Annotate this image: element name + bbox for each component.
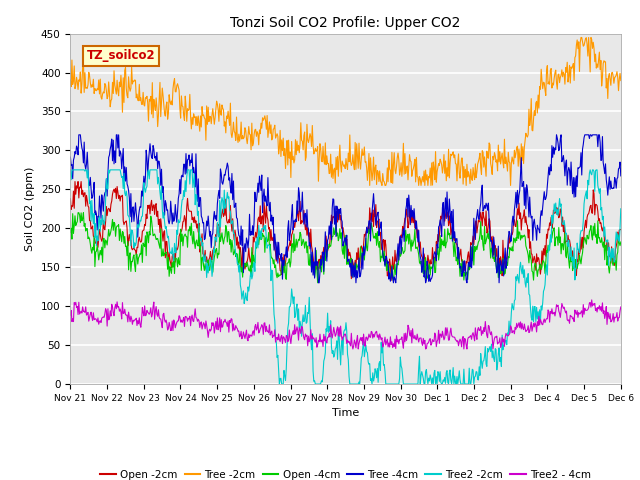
Tree -2cm — [67, 77, 74, 83]
Tree -2cm — [218, 102, 226, 108]
Tree2 -2cm — [77, 167, 84, 173]
Tree -2cm — [133, 91, 141, 97]
Tree2 - 4cm — [588, 297, 596, 303]
Tree -2cm — [77, 69, 84, 75]
Tree2 -2cm — [189, 185, 196, 191]
Open -4cm — [77, 210, 85, 216]
Tree2 -2cm — [218, 195, 226, 201]
Legend: Open -2cm, Tree -2cm, Open -4cm, Tree -4cm, Tree2 -2cm, Tree2 - 4cm: Open -2cm, Tree -2cm, Open -4cm, Tree -4… — [96, 466, 595, 480]
Line: Tree2 -2cm: Tree2 -2cm — [70, 170, 621, 384]
Tree -4cm — [134, 234, 141, 240]
Tree -4cm — [315, 280, 323, 286]
Open -4cm — [414, 247, 422, 253]
Open -2cm — [77, 179, 85, 184]
Open -4cm — [314, 280, 321, 286]
Tree2 - 4cm — [77, 309, 84, 315]
Tree2 -2cm — [429, 381, 437, 387]
Open -4cm — [617, 239, 625, 245]
Open -4cm — [67, 229, 74, 235]
Tree -4cm — [430, 252, 438, 257]
Tree2 - 4cm — [189, 318, 196, 324]
Tree2 - 4cm — [349, 346, 356, 352]
Tree2 - 4cm — [133, 323, 141, 328]
Tree -4cm — [219, 181, 227, 187]
Tree -4cm — [190, 165, 198, 170]
Open -4cm — [134, 261, 141, 267]
Open -4cm — [74, 210, 82, 216]
Line: Open -2cm: Open -2cm — [70, 181, 621, 280]
Tree2 - 4cm — [617, 304, 625, 310]
Tree2 - 4cm — [218, 324, 226, 330]
Tree -4cm — [67, 154, 74, 160]
Line: Tree -4cm: Tree -4cm — [70, 135, 621, 283]
Tree -2cm — [189, 121, 196, 127]
Open -2cm — [219, 206, 227, 212]
Tree2 -2cm — [276, 381, 284, 387]
Line: Tree -2cm: Tree -2cm — [70, 37, 621, 185]
Tree2 -2cm — [67, 167, 74, 173]
Open -2cm — [190, 219, 198, 225]
Tree -2cm — [617, 78, 625, 84]
Open -2cm — [134, 245, 141, 251]
Line: Open -4cm: Open -4cm — [70, 213, 621, 283]
Tree -2cm — [366, 182, 374, 188]
Tree -2cm — [429, 159, 437, 165]
Tree2 - 4cm — [67, 312, 74, 318]
Open -2cm — [430, 254, 438, 260]
Open -4cm — [430, 255, 438, 261]
Title: Tonzi Soil CO2 Profile: Upper CO2: Tonzi Soil CO2 Profile: Upper CO2 — [230, 16, 461, 30]
Line: Tree2 - 4cm: Tree2 - 4cm — [70, 300, 621, 349]
Open -2cm — [71, 179, 79, 184]
Tree2 -2cm — [133, 226, 141, 231]
X-axis label: Time: Time — [332, 408, 359, 418]
Tree2 - 4cm — [413, 331, 421, 337]
Open -4cm — [219, 237, 227, 243]
Text: TZ_soilco2: TZ_soilco2 — [87, 49, 156, 62]
Tree -2cm — [577, 35, 585, 40]
Tree -4cm — [414, 239, 422, 245]
Open -2cm — [617, 227, 625, 232]
Tree -2cm — [413, 174, 421, 180]
Tree -4cm — [617, 173, 625, 179]
Open -2cm — [67, 196, 74, 202]
Open -2cm — [387, 277, 395, 283]
Tree2 -2cm — [617, 206, 625, 212]
Tree -4cm — [77, 139, 85, 145]
Tree2 -2cm — [413, 381, 421, 387]
Open -2cm — [414, 227, 422, 233]
Y-axis label: Soil CO2 (ppm): Soil CO2 (ppm) — [26, 167, 35, 251]
Tree -4cm — [75, 132, 83, 138]
Tree2 - 4cm — [429, 338, 437, 344]
Open -4cm — [190, 228, 198, 234]
